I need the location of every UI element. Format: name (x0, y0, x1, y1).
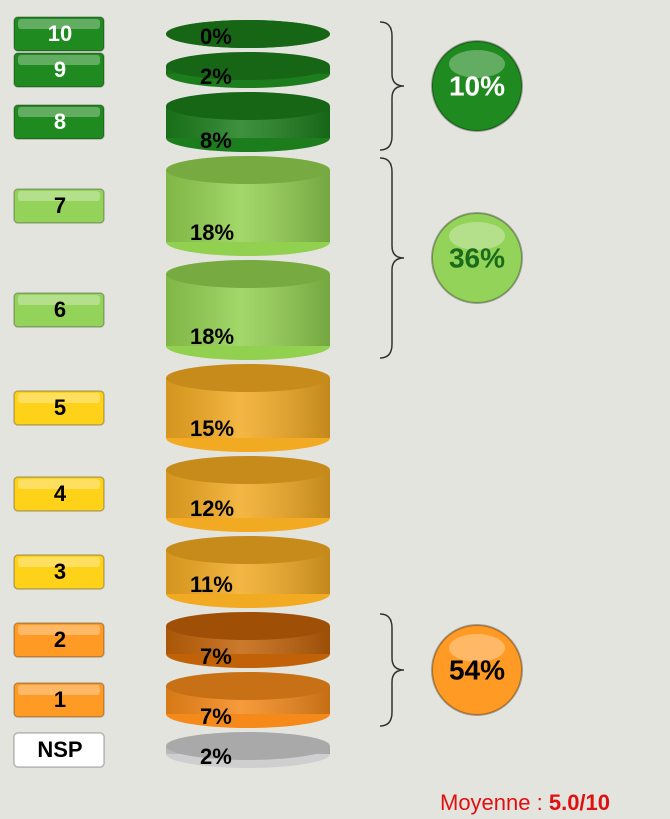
score-box (13, 292, 105, 328)
segment-top (166, 260, 330, 288)
segment-top (166, 364, 330, 392)
value-label: 2% (200, 744, 232, 769)
value-label: 8% (200, 128, 232, 153)
group-brace (379, 157, 405, 359)
score-label: 9 (54, 57, 66, 82)
score-box-shine (18, 685, 100, 695)
cylinder-segment (166, 260, 330, 360)
score-box-shine (18, 295, 100, 305)
score-label: NSP (37, 737, 82, 762)
score-box-shine (18, 479, 100, 489)
cylinder-segment (166, 156, 330, 256)
value-label: 15% (190, 416, 234, 441)
segment-top (166, 20, 330, 48)
score-box-shine (18, 19, 100, 29)
score-label: 6 (54, 297, 66, 322)
segment-top (166, 92, 330, 120)
group-label: 54% (449, 654, 505, 685)
cylinder-segment (166, 456, 330, 532)
segment-top-shade (166, 20, 330, 48)
segment-top-shade (166, 612, 330, 640)
mean-annotation: Moyenne : 5.0/10 (440, 790, 610, 815)
segment-top (166, 456, 330, 484)
mean-value: 5.0/10 (549, 790, 610, 815)
score-box (13, 188, 105, 224)
segment-top (166, 52, 330, 80)
segment-top (166, 156, 330, 184)
segment-top-shade (166, 456, 330, 484)
score-label: 5 (54, 395, 66, 420)
mean-label: Moyenne : (440, 790, 549, 815)
cylinder-segment (166, 536, 330, 608)
score-box (13, 554, 105, 590)
score-box (13, 52, 105, 88)
group-label: 10% (449, 70, 505, 101)
score-box (13, 104, 105, 140)
group-brace (379, 21, 405, 151)
group-bubble (431, 212, 523, 304)
score-box (13, 622, 105, 658)
group-bubble (431, 40, 523, 132)
value-label: 7% (200, 644, 232, 669)
value-label: 12% (190, 496, 234, 521)
value-label: 18% (190, 220, 234, 245)
cylinder-segment (166, 52, 330, 88)
score-box (13, 476, 105, 512)
cylinder-segment (166, 20, 330, 48)
score-label: 4 (54, 481, 67, 506)
score-box-shine (18, 735, 100, 745)
segment-top (166, 672, 330, 700)
cylinder-segment (166, 364, 330, 452)
bubble-shine (449, 50, 505, 78)
score-label: 8 (54, 109, 66, 134)
score-label: 10 (48, 21, 72, 46)
score-box-shine (18, 191, 100, 201)
group-bubble (431, 624, 523, 716)
segment-top-shade (166, 536, 330, 564)
cylinder-segment (166, 732, 330, 768)
group-label: 36% (449, 242, 505, 273)
bubble-shine (449, 222, 505, 250)
value-label: 18% (190, 324, 234, 349)
value-label: 2% (200, 64, 232, 89)
cylinder-segment (166, 672, 330, 728)
score-label: 1 (54, 687, 66, 712)
segment-top-shade (166, 732, 330, 760)
score-box-shine (18, 557, 100, 567)
score-label: 2 (54, 627, 66, 652)
bubble (431, 40, 523, 132)
bubble-shine (449, 634, 505, 662)
score-box-shine (18, 55, 100, 65)
segment-top (166, 536, 330, 564)
value-label: 0% (200, 24, 232, 49)
segment-top-shade (166, 92, 330, 120)
value-label: 7% (200, 704, 232, 729)
segment-top-shade (166, 156, 330, 184)
score-label: 3 (54, 559, 66, 584)
score-box (13, 732, 105, 768)
score-box-shine (18, 625, 100, 635)
cylinder-segment (166, 612, 330, 668)
group-brace (379, 613, 405, 727)
cylinder-segment (166, 92, 330, 152)
value-label: 11% (190, 572, 233, 597)
segment-top (166, 612, 330, 640)
score-box (13, 682, 105, 718)
score-box-shine (18, 107, 100, 117)
segment-top-shade (166, 364, 330, 392)
score-label: 7 (54, 193, 66, 218)
bubble (431, 212, 523, 304)
score-box (13, 16, 105, 52)
score-box-shine (18, 393, 100, 403)
segment-top-shade (166, 672, 330, 700)
bubble (431, 624, 523, 716)
segment-top-shade (166, 260, 330, 288)
segment-top-shade (166, 52, 330, 80)
segment-top (166, 732, 330, 760)
score-box (13, 390, 105, 426)
